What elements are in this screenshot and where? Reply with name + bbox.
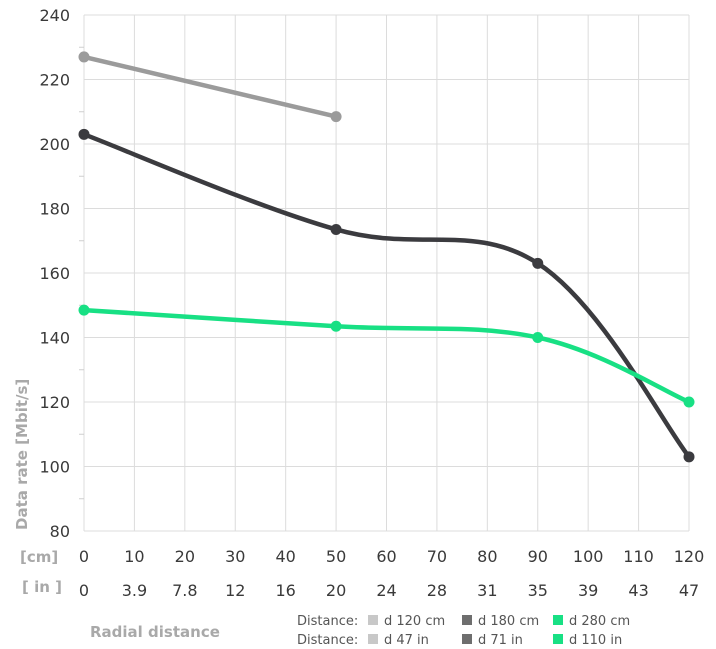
data-point-d-180-cm [683, 451, 695, 463]
x-tick-label-in: 0 [79, 581, 89, 600]
x-axis-title: Radial distance [90, 623, 220, 641]
y-tick-label: 80 [50, 522, 70, 541]
x-tick-label-in: 35 [528, 581, 548, 600]
x-tick-label-in: 20 [326, 581, 346, 600]
x-tick-label-cm: 0 [79, 547, 89, 566]
x-tick-label-cm: 60 [376, 547, 396, 566]
series-line-d-120-cm [81, 54, 339, 119]
legend-row1-label: Distance: [297, 614, 358, 629]
x-tick-label-cm: 90 [528, 547, 548, 566]
legend-item-label: d 120 cm [384, 614, 445, 629]
series-line-d-180-cm [81, 132, 692, 460]
data-point-d-280-cm [330, 320, 342, 332]
y-tick-label: 140 [39, 329, 70, 348]
x-unit-cm: [cm] [20, 548, 58, 566]
x-tick-label-in: 16 [275, 581, 295, 600]
legend-swatch [553, 634, 563, 644]
legend-item-label: d 110 in [569, 633, 622, 648]
x-tick-label-in: 12 [225, 581, 245, 600]
y-tick-label: 200 [39, 135, 70, 154]
x-tick-label-cm: 40 [275, 547, 295, 566]
legend-swatch [462, 634, 472, 644]
data-point-d-280-cm [532, 332, 544, 343]
legend: Distance: Distance: d 120 cm d 180 cm d 28… [297, 614, 630, 648]
x-tick-label-cm: 80 [477, 547, 497, 566]
x-tick-label-cm: 30 [225, 547, 245, 566]
x-tick-label-in: 7.8 [172, 581, 197, 600]
y-tick-label: 120 [39, 393, 70, 412]
y-tick-label: 100 [39, 458, 70, 477]
x-tick-label-cm: 120 [674, 547, 705, 566]
data-point-d-280-cm [683, 396, 695, 408]
x-tick-label-in: 47 [679, 581, 699, 600]
legend-item-label: d 47 in [384, 633, 429, 648]
legend-item-label: d 280 cm [569, 614, 630, 629]
x-unit-in: [ in ] [22, 578, 62, 596]
x-tick-label-cm: 110 [623, 547, 654, 566]
grid [79, 14, 690, 532]
legend-swatch [462, 615, 472, 625]
data-point-d-180-cm [330, 223, 342, 235]
y-tick-label: 160 [39, 264, 70, 283]
legend-swatch [553, 615, 563, 625]
x-tick-label-in: 31 [477, 581, 497, 600]
y-tick-label: 220 [39, 71, 70, 90]
series-lines [78, 51, 695, 463]
x-tick-label-cm: 100 [573, 547, 604, 566]
legend-row2-label: Distance: [297, 633, 358, 648]
legend-item-label: d 71 in [478, 633, 523, 648]
data-point-d-120-cm [78, 51, 90, 63]
series-line-d-280-cm [81, 307, 692, 405]
x-tick-label-in: 24 [376, 581, 396, 600]
x-tick-label-cm: 50 [326, 547, 346, 566]
x-tick-label-cm: 10 [124, 547, 144, 566]
y-tick-label: 240 [39, 6, 70, 25]
data-point-d-180-cm [532, 257, 544, 269]
y-axis-title: Data rate [Mbit/s] [13, 379, 31, 530]
y-tick-label: 180 [39, 200, 70, 219]
legend-swatch [368, 615, 378, 625]
data-point-d-120-cm [330, 111, 342, 123]
y-tick-labels: 80 100 120 140 160 180 200 220 240 [39, 6, 70, 541]
x-tick-label-in: 39 [578, 581, 598, 600]
legend-item-label: d 180 cm [478, 614, 539, 629]
x-tick-label-cm: 70 [427, 547, 447, 566]
x-tick-label-cm: 20 [175, 547, 195, 566]
x-tick-labels: 0 10 20 30 40 50 60 70 80 90 100 110 120 0 3.9 7.8 12 16 2… [79, 547, 704, 600]
x-tick-label-in: 3.9 [122, 581, 147, 600]
x-tick-label-in: 43 [628, 581, 648, 600]
legend-swatch [368, 634, 378, 644]
data-point-d-180-cm [78, 128, 90, 140]
x-tick-label-in: 28 [427, 581, 447, 600]
data-point-d-280-cm [78, 304, 90, 316]
